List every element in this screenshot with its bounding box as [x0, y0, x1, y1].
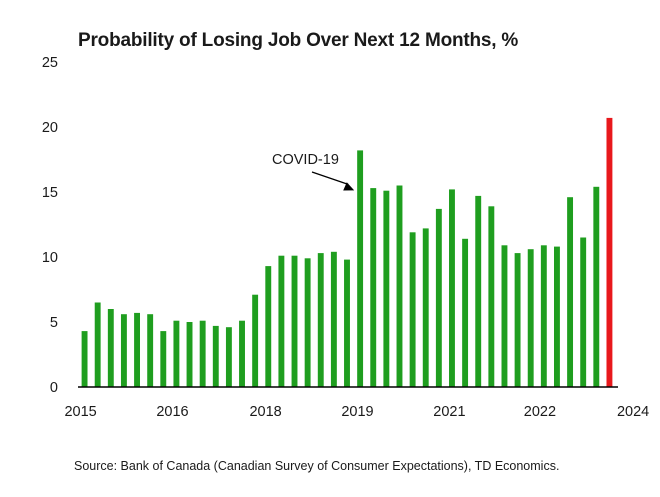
bar — [291, 255, 298, 387]
bar — [396, 185, 403, 387]
bar — [81, 331, 88, 387]
bar — [239, 320, 245, 387]
y-tick-label: 5 — [50, 315, 58, 331]
x-tick-label: 2024 — [617, 404, 649, 420]
bar — [252, 294, 259, 387]
bar — [383, 190, 390, 387]
x-tick-label: 2018 — [249, 404, 281, 420]
bar — [199, 320, 206, 387]
annotation-label: COVID-19 — [272, 152, 339, 168]
bar — [278, 255, 285, 387]
bar — [317, 253, 324, 387]
y-tick-label: 15 — [42, 185, 58, 201]
bar — [593, 186, 600, 387]
bar — [409, 232, 416, 387]
x-tick-label: 2019 — [341, 404, 373, 420]
covid-annotation: COVID-19 — [272, 152, 355, 191]
y-tick-label: 20 — [42, 120, 58, 136]
bar — [488, 206, 495, 387]
bars — [81, 117, 613, 388]
bar — [225, 327, 232, 387]
source-note: Source: Bank of Canada (Canadian Survey … — [74, 459, 560, 473]
bar-latest — [606, 117, 613, 388]
bar — [134, 312, 140, 387]
bar — [501, 245, 508, 387]
x-axis-ticks: 2015 2016 2018 2019 2021 2022 2024 — [64, 404, 649, 420]
x-tick-label: 2021 — [433, 404, 465, 420]
bar — [357, 150, 364, 387]
x-tick-label: 2015 — [64, 404, 96, 420]
bar — [265, 266, 272, 387]
bar — [344, 259, 350, 387]
bar — [212, 325, 219, 387]
x-tick-label: 2016 — [156, 404, 188, 420]
bar — [186, 322, 193, 387]
bar — [304, 258, 311, 387]
bar — [107, 309, 114, 387]
bar — [160, 331, 167, 387]
bar — [527, 249, 534, 387]
annotation-arrow-line — [311, 171, 349, 186]
y-tick-label: 0 — [50, 380, 58, 396]
bar — [567, 197, 574, 387]
bar — [475, 195, 482, 387]
y-tick-label: 10 — [42, 250, 58, 266]
bar — [435, 208, 442, 387]
bar — [580, 237, 587, 387]
bar — [554, 246, 560, 387]
bar — [422, 228, 429, 387]
bar — [462, 238, 469, 387]
annotation-arrowhead — [343, 182, 355, 191]
chart-title: Probability of Losing Job Over Next 12 M… — [78, 30, 519, 51]
x-tick-label: 2022 — [524, 404, 556, 420]
bar — [540, 245, 547, 387]
y-tick-label: 25 — [42, 55, 58, 71]
bar — [370, 188, 377, 387]
bar — [449, 189, 455, 387]
bar — [147, 314, 154, 387]
bar — [120, 314, 127, 387]
bar — [514, 253, 521, 387]
y-axis-ticks: 0 5 10 15 20 25 — [42, 55, 58, 396]
bar — [173, 320, 180, 387]
bar — [94, 302, 101, 387]
bar — [330, 251, 337, 387]
